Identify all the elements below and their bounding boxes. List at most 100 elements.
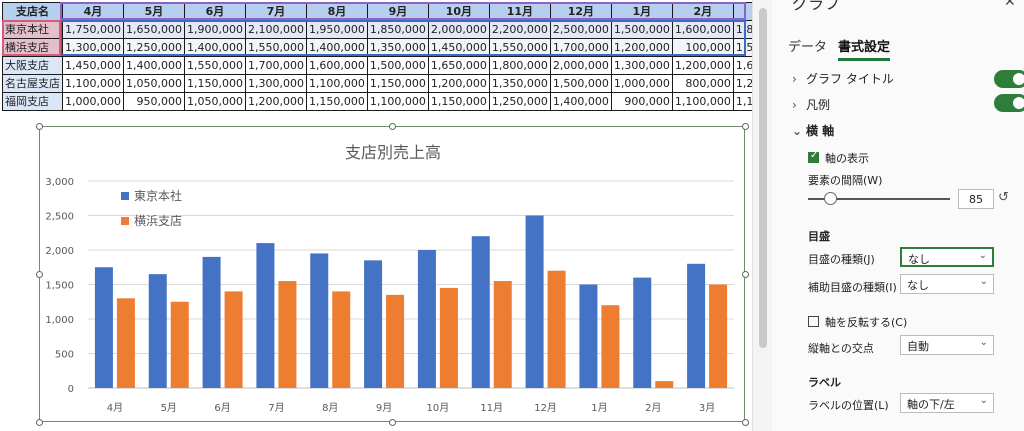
bar-tokyo[interactable] xyxy=(256,243,275,388)
sales-cell[interactable]: 1,400,000 xyxy=(183,38,246,57)
tab-data[interactable]: データ xyxy=(788,40,828,55)
label-position-select[interactable]: 軸の下/左 ⌄ xyxy=(900,393,994,413)
tab-format[interactable]: 書式設定 xyxy=(838,36,891,61)
sales-cell[interactable]: 1,150,000 xyxy=(305,92,368,111)
sales-cell[interactable]: 1,000,000 xyxy=(610,74,673,93)
sales-cell[interactable]: 1,100,000 xyxy=(62,74,124,93)
sales-cell[interactable]: 1,300,000 xyxy=(62,38,124,57)
sales-cell[interactable]: 1,550,000 xyxy=(244,38,307,57)
legend-toggle[interactable] xyxy=(994,94,1024,112)
sales-cell[interactable]: 1,600,000 xyxy=(671,20,734,39)
section-horizontal-axis[interactable]: ⌄ 横 軸 xyxy=(792,124,835,138)
header-cell-month[interactable]: 7月 xyxy=(244,2,307,21)
sales-cell[interactable]: 1,150,000 xyxy=(366,74,429,93)
chart-area[interactable]: 支店別売上高 0 500 1,000 1,500 2,000 2,500 3,000 4月 5月 6… xyxy=(36,123,749,426)
sales-cell[interactable]: 1,650,000 xyxy=(427,56,490,75)
sales-cell[interactable]: 1,100,000 xyxy=(305,74,368,93)
scrollbar-thumb[interactable] xyxy=(759,8,767,348)
resize-handle[interactable] xyxy=(36,271,43,278)
sales-cell[interactable]: 1,450,000 xyxy=(427,38,490,57)
bar-chart[interactable]: 支店別売上高 0 500 1,000 1,500 2,000 2,500 3,000 4月 5月 6… xyxy=(40,127,746,423)
section-legend[interactable]: › 凡例 xyxy=(792,98,831,112)
close-icon[interactable]: ✕ xyxy=(1004,0,1016,10)
section-chart-title[interactable]: › グラフ タイトル xyxy=(792,72,894,86)
branch-name-cell[interactable]: 福岡支店 xyxy=(2,92,63,111)
sales-cell[interactable]: 1,900,000 xyxy=(183,20,246,39)
legend-swatch[interactable] xyxy=(121,192,129,200)
sales-cell[interactable]: 1,400,000 xyxy=(305,38,368,57)
sales-cell[interactable]: 1,800,000 xyxy=(732,20,752,39)
reset-icon[interactable]: ↺ xyxy=(998,190,1009,205)
sales-cell[interactable]: 1,350,000 xyxy=(366,38,429,57)
sales-cell[interactable]: 1,700,000 xyxy=(549,38,612,57)
data-table[interactable]: 支店名4月5月6月7月8月9月10月11月12月1月2月3月東京本社1,750,… xyxy=(2,2,752,111)
resize-handle[interactable] xyxy=(389,419,396,426)
sales-cell[interactable]: 1,050,000 xyxy=(183,92,246,111)
bar-yokohama[interactable] xyxy=(655,381,674,388)
resize-handle[interactable] xyxy=(389,123,396,130)
major-tick-select[interactable]: なし ⌄ xyxy=(900,247,994,267)
sales-cell[interactable]: 2,500,000 xyxy=(549,20,612,39)
header-cell-month[interactable]: 5月 xyxy=(122,2,185,21)
sales-cell[interactable]: 100,000 xyxy=(671,38,734,57)
sales-cell[interactable]: 1,150,000 xyxy=(427,92,490,111)
bar-yokohama[interactable] xyxy=(709,284,728,389)
header-cell-month[interactable]: 2月 xyxy=(671,2,734,21)
bar-tokyo[interactable] xyxy=(148,274,167,388)
sales-cell[interactable]: 1,400,000 xyxy=(549,92,612,111)
resize-handle[interactable] xyxy=(742,123,749,130)
reverse-axis-checkbox[interactable]: 軸を反転する(C) xyxy=(808,314,907,330)
bar-yokohama[interactable] xyxy=(493,281,512,388)
sales-cell[interactable]: 1,000,000 xyxy=(62,92,124,111)
sales-cell[interactable]: 800,000 xyxy=(671,74,734,93)
bar-yokohama[interactable] xyxy=(332,291,351,388)
sales-cell[interactable]: 1,750,000 xyxy=(62,20,124,39)
sales-cell[interactable]: 1,100,000 xyxy=(366,92,429,111)
bar-yokohama[interactable] xyxy=(439,287,458,388)
branch-name-cell[interactable]: 名古屋支店 xyxy=(2,74,63,93)
bar-tokyo[interactable] xyxy=(471,236,490,388)
sales-cell[interactable]: 2,000,000 xyxy=(549,56,612,75)
header-cell-month[interactable]: 12月 xyxy=(549,2,612,21)
bar-yokohama[interactable] xyxy=(116,298,135,388)
sales-cell[interactable]: 2,100,000 xyxy=(244,20,307,39)
bar-yokohama[interactable] xyxy=(278,281,297,388)
sales-cell[interactable]: 1,300,000 xyxy=(244,74,307,93)
bar-tokyo[interactable] xyxy=(579,284,598,389)
branch-name-cell[interactable]: 横浜支店 xyxy=(2,38,63,57)
sales-cell[interactable]: 1,200,000 xyxy=(671,56,734,75)
bar-tokyo[interactable] xyxy=(202,256,221,388)
chart-title-toggle[interactable] xyxy=(994,70,1024,88)
sales-cell[interactable]: 1,500,000 xyxy=(610,20,673,39)
header-cell-month[interactable]: 11月 xyxy=(488,2,551,21)
gap-width-input[interactable]: 85 xyxy=(958,189,994,209)
sales-cell[interactable]: 1,550,000 xyxy=(488,38,551,57)
header-cell-month[interactable]: 3月 xyxy=(732,2,752,21)
sales-cell[interactable]: 1,200,000 xyxy=(732,74,752,93)
header-cell-month[interactable]: 9月 xyxy=(366,2,429,21)
sales-cell[interactable]: 1,200,000 xyxy=(610,38,673,57)
sales-cell[interactable]: 1,500,000 xyxy=(549,74,612,93)
header-cell-month[interactable]: 4月 xyxy=(62,2,124,21)
branch-name-cell[interactable]: 東京本社 xyxy=(2,20,63,39)
bar-tokyo[interactable] xyxy=(525,215,544,389)
sales-cell[interactable]: 1,500,000 xyxy=(732,38,752,57)
sales-cell[interactable]: 1,350,000 xyxy=(488,74,551,93)
sales-cell[interactable]: 1,650,000 xyxy=(122,20,185,39)
show-axis-checkbox[interactable]: 軸の表示 xyxy=(808,150,869,166)
sales-cell[interactable]: 1,600,000 xyxy=(732,56,752,75)
bar-yokohama[interactable] xyxy=(386,294,405,388)
branch-name-cell[interactable]: 大阪支店 xyxy=(2,56,63,75)
sales-cell[interactable]: 1,250,000 xyxy=(122,38,185,57)
header-cell-month[interactable]: 10月 xyxy=(427,2,490,21)
legend-swatch[interactable] xyxy=(121,217,129,225)
bar-yokohama[interactable] xyxy=(601,305,620,388)
sales-cell[interactable]: 1,600,000 xyxy=(305,56,368,75)
resize-handle[interactable] xyxy=(36,419,43,426)
bar-tokyo[interactable] xyxy=(364,260,383,388)
slider-thumb[interactable] xyxy=(824,192,837,205)
resize-handle[interactable] xyxy=(742,271,749,278)
resize-handle[interactable] xyxy=(36,123,43,130)
sales-cell[interactable]: 1,300,000 xyxy=(610,56,673,75)
sales-cell[interactable]: 1,050,000 xyxy=(122,74,185,93)
